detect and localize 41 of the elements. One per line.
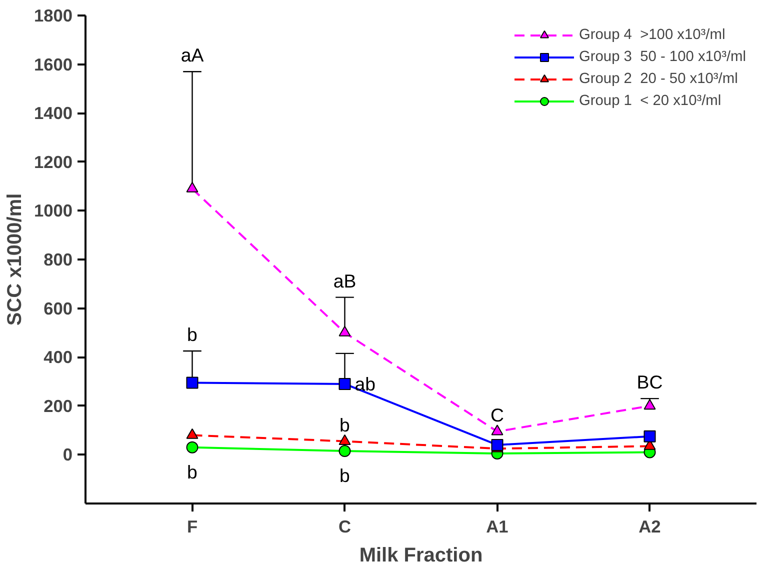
y-tick-label: 1000	[34, 200, 73, 221]
point	[338, 434, 351, 445]
point	[338, 445, 351, 458]
x-tick-label: A1	[486, 516, 509, 536]
annotation: b	[340, 414, 350, 436]
x-tick-label: C	[338, 516, 352, 536]
x-axis-title: Milk Fraction	[359, 544, 483, 566]
legend-label: Group 1 < 20 x10³/ml	[578, 93, 722, 109]
x-tick-label: F	[186, 516, 198, 536]
point	[186, 376, 198, 389]
y-tick-label: 200	[44, 396, 73, 416]
annotation: b	[187, 324, 198, 345]
annotation: b	[340, 465, 350, 486]
annotation: aB	[333, 270, 356, 292]
point	[491, 438, 504, 451]
point	[338, 326, 351, 336]
point	[186, 428, 198, 439]
x-tick-label: A2	[638, 516, 661, 536]
y-tick-label: 0	[62, 444, 73, 465]
annotation: b	[187, 461, 198, 482]
legend-label: Group 2 20 - 50 x10³/ml	[578, 71, 738, 87]
y-axis-title: SCC x1000/ml	[4, 193, 26, 326]
annotation: aA	[180, 44, 204, 66]
point	[644, 430, 656, 442]
y-tick-label: 400	[44, 347, 73, 368]
y-tick-label: 800	[44, 250, 73, 270]
point	[338, 378, 351, 390]
annotation: ab	[354, 373, 376, 394]
point	[491, 424, 504, 436]
point	[186, 441, 198, 454]
legend-label: Group 4 >100 x10³/ml	[578, 27, 726, 43]
y-tick-label: 1600	[34, 54, 73, 74]
legend-label: Group 3 50 - 100 x10³/ml	[578, 49, 746, 65]
point	[186, 182, 198, 192]
point	[644, 399, 656, 410]
y-tick-label: 600	[44, 298, 73, 318]
y-tick-label: 1200	[34, 152, 73, 172]
y-tick-label: 1800	[34, 6, 73, 26]
annotation: C	[490, 404, 504, 426]
y-tick-label: 1400	[34, 103, 73, 124]
annotation: BC	[636, 372, 663, 393]
